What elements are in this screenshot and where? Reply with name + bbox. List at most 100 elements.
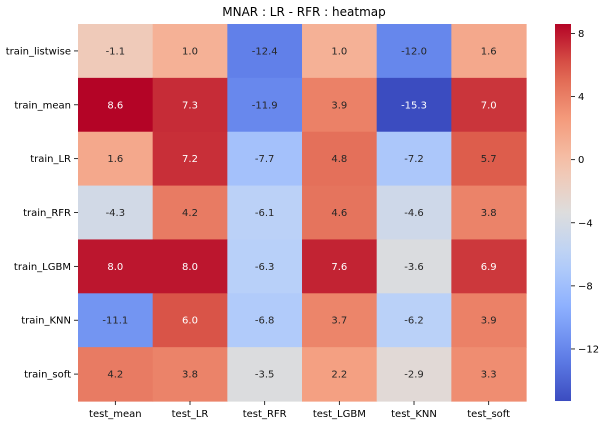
cell-value-label: -11.9 xyxy=(252,100,278,111)
cell-value-label: 3.9 xyxy=(331,100,347,111)
heatmap-cell xyxy=(78,293,154,348)
cell-value-label: -7.2 xyxy=(404,154,424,165)
heatmap-cell xyxy=(451,185,527,241)
heatmap-cell xyxy=(78,185,154,241)
heatmap-cell xyxy=(227,24,303,79)
heatmap-cell xyxy=(302,131,378,187)
heatmap-cell xyxy=(78,131,154,187)
cell-value-label: 2.2 xyxy=(331,370,347,381)
heatmap-cell xyxy=(152,347,228,402)
colorbar-tick-label: −4 xyxy=(578,218,593,229)
heatmap-cell xyxy=(78,24,154,79)
cell-value-label: 6.9 xyxy=(481,262,497,273)
colorbar-tick-label: −8 xyxy=(578,281,593,292)
heatmap-cell xyxy=(451,347,527,402)
heatmap-cell xyxy=(376,24,452,79)
cell-value-label: 3.9 xyxy=(481,316,497,327)
cell-value-label: -4.6 xyxy=(404,208,424,219)
cell-value-label: -1.1 xyxy=(106,46,126,57)
heatmap-cell xyxy=(302,185,378,241)
heatmap-cell xyxy=(78,77,154,133)
heatmap-cell xyxy=(451,293,527,348)
cell-value-label: -3.5 xyxy=(255,370,275,381)
cell-value-label: 5.7 xyxy=(481,154,497,165)
heatmap-cell xyxy=(227,131,303,187)
heatmap-cell xyxy=(152,131,228,187)
heatmap-cell xyxy=(376,293,452,348)
heatmap-cell xyxy=(302,77,378,133)
heatmap-cell xyxy=(302,347,378,402)
colorbar-gradient xyxy=(555,24,571,402)
cell-value-label: -2.9 xyxy=(404,370,424,381)
cell-value-label: -12.4 xyxy=(252,46,278,57)
heatmap-cell xyxy=(227,293,303,348)
cell-value-label: 3.7 xyxy=(331,316,347,327)
cell-value-label: 8.0 xyxy=(107,262,123,273)
colorbar: 8 4 0 −4 −8 −12 xyxy=(555,24,599,402)
x-tick-label: test_RFR xyxy=(243,409,287,420)
x-tick-label: test_LR xyxy=(172,409,209,420)
cell-value-label: 3.3 xyxy=(481,370,497,381)
cell-value-label: 7.3 xyxy=(182,100,198,111)
y-tick-label: train_KNN xyxy=(21,316,71,327)
cell-value-label: 8.0 xyxy=(182,262,198,273)
y-tick-label: train_mean xyxy=(14,100,71,111)
heatmap-cell xyxy=(78,239,154,294)
y-tick-labels: train_listwise train_mean train_LR train_RF… xyxy=(6,46,78,381)
cell-value-label: 3.8 xyxy=(481,208,497,219)
cell-value-label: 4.6 xyxy=(331,208,347,219)
cell-value-label: 7.0 xyxy=(481,100,497,111)
cell-value-label: 4.2 xyxy=(182,208,198,219)
cell-value-label: -4.3 xyxy=(106,208,126,219)
x-tick-label: test_KNN xyxy=(391,409,437,420)
cell-value-label: 1.6 xyxy=(481,46,497,57)
x-tick-label: test_soft xyxy=(467,409,510,420)
cell-value-label: -3.6 xyxy=(404,262,424,273)
heatmap-cell xyxy=(302,24,378,79)
cell-value-label: 1.0 xyxy=(331,46,347,57)
heatmap-cell xyxy=(227,239,303,294)
heatmap-cell xyxy=(451,239,527,294)
y-tick-label: train_soft xyxy=(24,370,71,381)
heatmap-cell xyxy=(376,131,452,187)
colorbar-tick-label: 4 xyxy=(578,92,584,103)
x-tick-label: test_LGBM xyxy=(313,409,366,420)
colorbar-tick-label: −12 xyxy=(578,344,599,355)
cell-value-label: -6.3 xyxy=(255,262,275,273)
cell-value-label: -12.0 xyxy=(401,46,427,57)
cell-value-label: 1.6 xyxy=(107,154,123,165)
heatmap-cell xyxy=(302,293,378,348)
heatmap-cell xyxy=(78,347,154,402)
cell-value-label: -6.2 xyxy=(404,316,424,327)
y-tick-label: train_listwise xyxy=(6,46,71,57)
heatmap-cell xyxy=(451,24,527,79)
cell-value-label: 3.8 xyxy=(182,370,198,381)
heatmap-cells: -1.1 1.0 -12.4 1.0 -12.0 1.6 8.6 7.3 -11.9 3.9 -15… xyxy=(78,24,527,402)
heatmap-cell xyxy=(376,77,452,133)
cell-value-label: 4.2 xyxy=(107,370,123,381)
heatmap-cell xyxy=(227,185,303,241)
y-tick-label: train_LGBM xyxy=(14,262,71,273)
y-tick-label: train_LR xyxy=(30,154,71,165)
x-tick-label: test_mean xyxy=(89,409,142,420)
heatmap-cell xyxy=(152,293,228,348)
colorbar-tick-label: 8 xyxy=(578,29,584,40)
heatmap-cell xyxy=(152,239,228,294)
cell-value-label: 7.6 xyxy=(331,262,347,273)
heatmap-cell xyxy=(376,347,452,402)
cell-value-label: -6.1 xyxy=(255,208,275,219)
heatmap-cell xyxy=(376,185,452,241)
cell-value-label: -6.8 xyxy=(255,316,275,327)
heatmap-cell xyxy=(152,77,228,133)
cell-value-label: 4.8 xyxy=(331,154,347,165)
heatmap-cell xyxy=(451,77,527,133)
cell-value-label: -11.1 xyxy=(102,316,128,327)
cell-value-label: 6.0 xyxy=(182,316,198,327)
heatmap-cell xyxy=(152,24,228,79)
cell-value-label: -7.7 xyxy=(255,154,275,165)
cell-value-label: 1.0 xyxy=(182,46,198,57)
cell-value-label: 8.6 xyxy=(107,100,123,111)
y-tick-label: train_RFR xyxy=(23,208,71,219)
heatmap-cell xyxy=(302,239,378,294)
